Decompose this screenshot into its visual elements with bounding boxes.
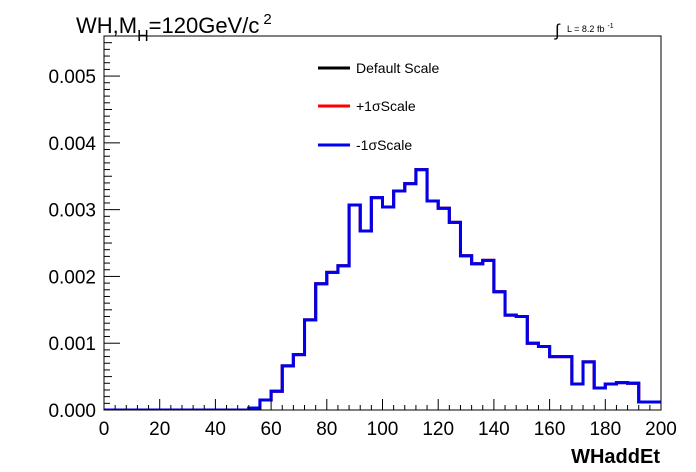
x-axis-label: WHaddEt [571, 446, 660, 468]
legend: Default Scale +1σScale -1σScale [318, 60, 439, 153]
y-tick-label: 0.005 [48, 67, 96, 88]
x-tick-label: 200 [645, 419, 677, 440]
x-tick-label: 120 [422, 419, 454, 440]
legend-entry-1: +1σScale [356, 98, 416, 114]
luminosity-label: L = 8.2 fb -1 [567, 23, 614, 34]
y-tick-label: 0.003 [48, 201, 96, 222]
legend-entry-2: -1σScale [356, 137, 412, 153]
x-axis: 0 20 40 60 80 100 120 140 160 180 200 [99, 399, 677, 440]
x-tick-label: 0 [99, 419, 110, 440]
x-tick-label: 40 [205, 419, 226, 440]
x-tick-label: 20 [149, 419, 170, 440]
x-tick-label: 160 [534, 419, 566, 440]
y-tick-label: 0.001 [48, 334, 96, 355]
y-tick-label: 0.002 [48, 267, 96, 288]
x-tick-label: 100 [367, 419, 399, 440]
series-line-2 [104, 168, 661, 410]
x-tick-label: 180 [589, 419, 621, 440]
y-tick-label: 0.000 [48, 401, 96, 422]
x-tick-label: 60 [261, 419, 282, 440]
y-axis: 0.000 0.001 0.002 0.003 0.004 0.005 [48, 42, 120, 422]
x-tick-label: 140 [478, 419, 510, 440]
legend-entry-0: Default Scale [356, 60, 439, 76]
y-tick-label: 0.004 [48, 134, 96, 155]
x-tick-label: 80 [316, 419, 337, 440]
luminosity-integral: ∫ [554, 21, 561, 40]
series-layer [104, 168, 661, 410]
